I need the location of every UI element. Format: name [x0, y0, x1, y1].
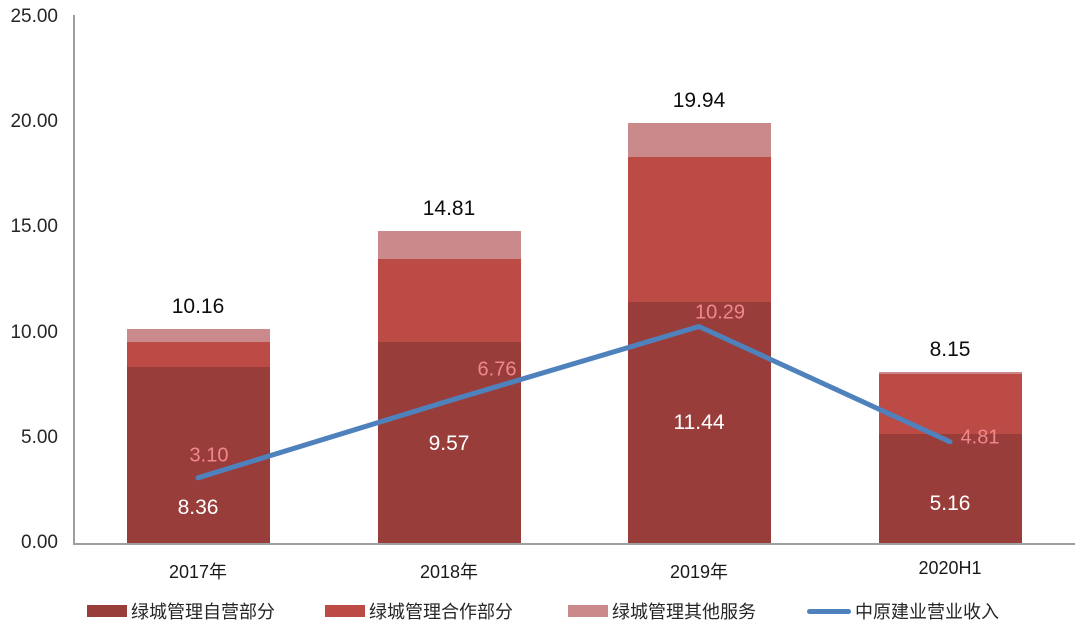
legend-line-swatch-icon [807, 608, 851, 614]
bar-segment-绿城管理自营部分-2017年 [126, 367, 270, 543]
line-value-label: 3.10 [189, 444, 229, 467]
bar-segment-绿城管理自营部分-2020H1 [878, 434, 1022, 543]
bar-segment-value-label: 5.16 [929, 492, 971, 515]
bar-segment-绿城管理其他服务-2018年 [377, 231, 521, 259]
x-axis-category-label: 2019年 [669, 562, 729, 582]
y-axis-line [73, 15, 75, 543]
legend-bar-swatch-icon [568, 605, 608, 617]
bar-segment-绿城管理其他服务-2020H1 [878, 371, 1022, 375]
y-axis-tick-label: 25.00 [10, 6, 58, 27]
y-axis-tick-label: 15.00 [10, 216, 58, 238]
bar-total-label: 19.94 [672, 89, 726, 113]
legend-bar-swatch-icon [325, 605, 365, 617]
line-value-label: 6.76 [477, 358, 517, 381]
bar-segment-绿城管理合作部分-2020H1 [878, 374, 1022, 435]
legend-item-label: 中原建业营业收入 [855, 602, 999, 622]
y-axis-tick-label: 0.00 [21, 532, 58, 553]
legend-bar-swatch-icon [87, 605, 127, 617]
y-axis-tick-label: 20.00 [10, 111, 58, 133]
y-axis-tick-label: 10.00 [10, 321, 58, 343]
bar-segment-value-label: 11.44 [673, 411, 725, 434]
bar-total-label: 14.81 [422, 197, 476, 221]
legend-item-绿城管理自营部分: 绿城管理自营部分 [87, 599, 275, 623]
legend-item-label: 绿城管理其他服务 [612, 602, 756, 622]
bar-segment-绿城管理合作部分-2018年 [377, 258, 521, 342]
bar-total-label: 10.16 [171, 295, 225, 319]
x-axis-category-label: 2020H1 [918, 558, 982, 578]
bar-segment-绿城管理合作部分-2019年 [627, 157, 771, 303]
bar-segment-绿城管理自营部分-2018年 [377, 341, 521, 543]
x-axis-category-label: 2018年 [419, 562, 479, 582]
line-series-中原建业营业收入 [195, 324, 953, 481]
y-axis-tick-label: 5.00 [21, 426, 58, 448]
line-value-label: 10.29 [694, 301, 746, 324]
bar-segment-绿城管理其他服务-2019年 [627, 123, 771, 158]
legend-item-label: 绿城管理自营部分 [131, 602, 275, 622]
bar-segment-绿城管理合作部分-2017年 [126, 342, 270, 368]
bar-segment-绿城管理其他服务-2017年 [126, 329, 270, 343]
bar-segment-value-label: 8.36 [177, 496, 219, 519]
x-axis-category-label: 2017年 [168, 562, 228, 582]
legend-item-label: 绿城管理合作部分 [369, 602, 513, 622]
x-axis-line [73, 543, 1075, 545]
bar-segment-value-label: 9.57 [428, 432, 470, 455]
legend-item-中原建业营业收入: 中原建业营业收入 [807, 599, 999, 623]
legend-item-绿城管理合作部分: 绿城管理合作部分 [325, 599, 513, 623]
line-value-label: 4.81 [960, 426, 1000, 449]
bar-total-label: 8.15 [929, 337, 971, 361]
legend-item-绿城管理其他服务: 绿城管理其他服务 [568, 599, 756, 623]
